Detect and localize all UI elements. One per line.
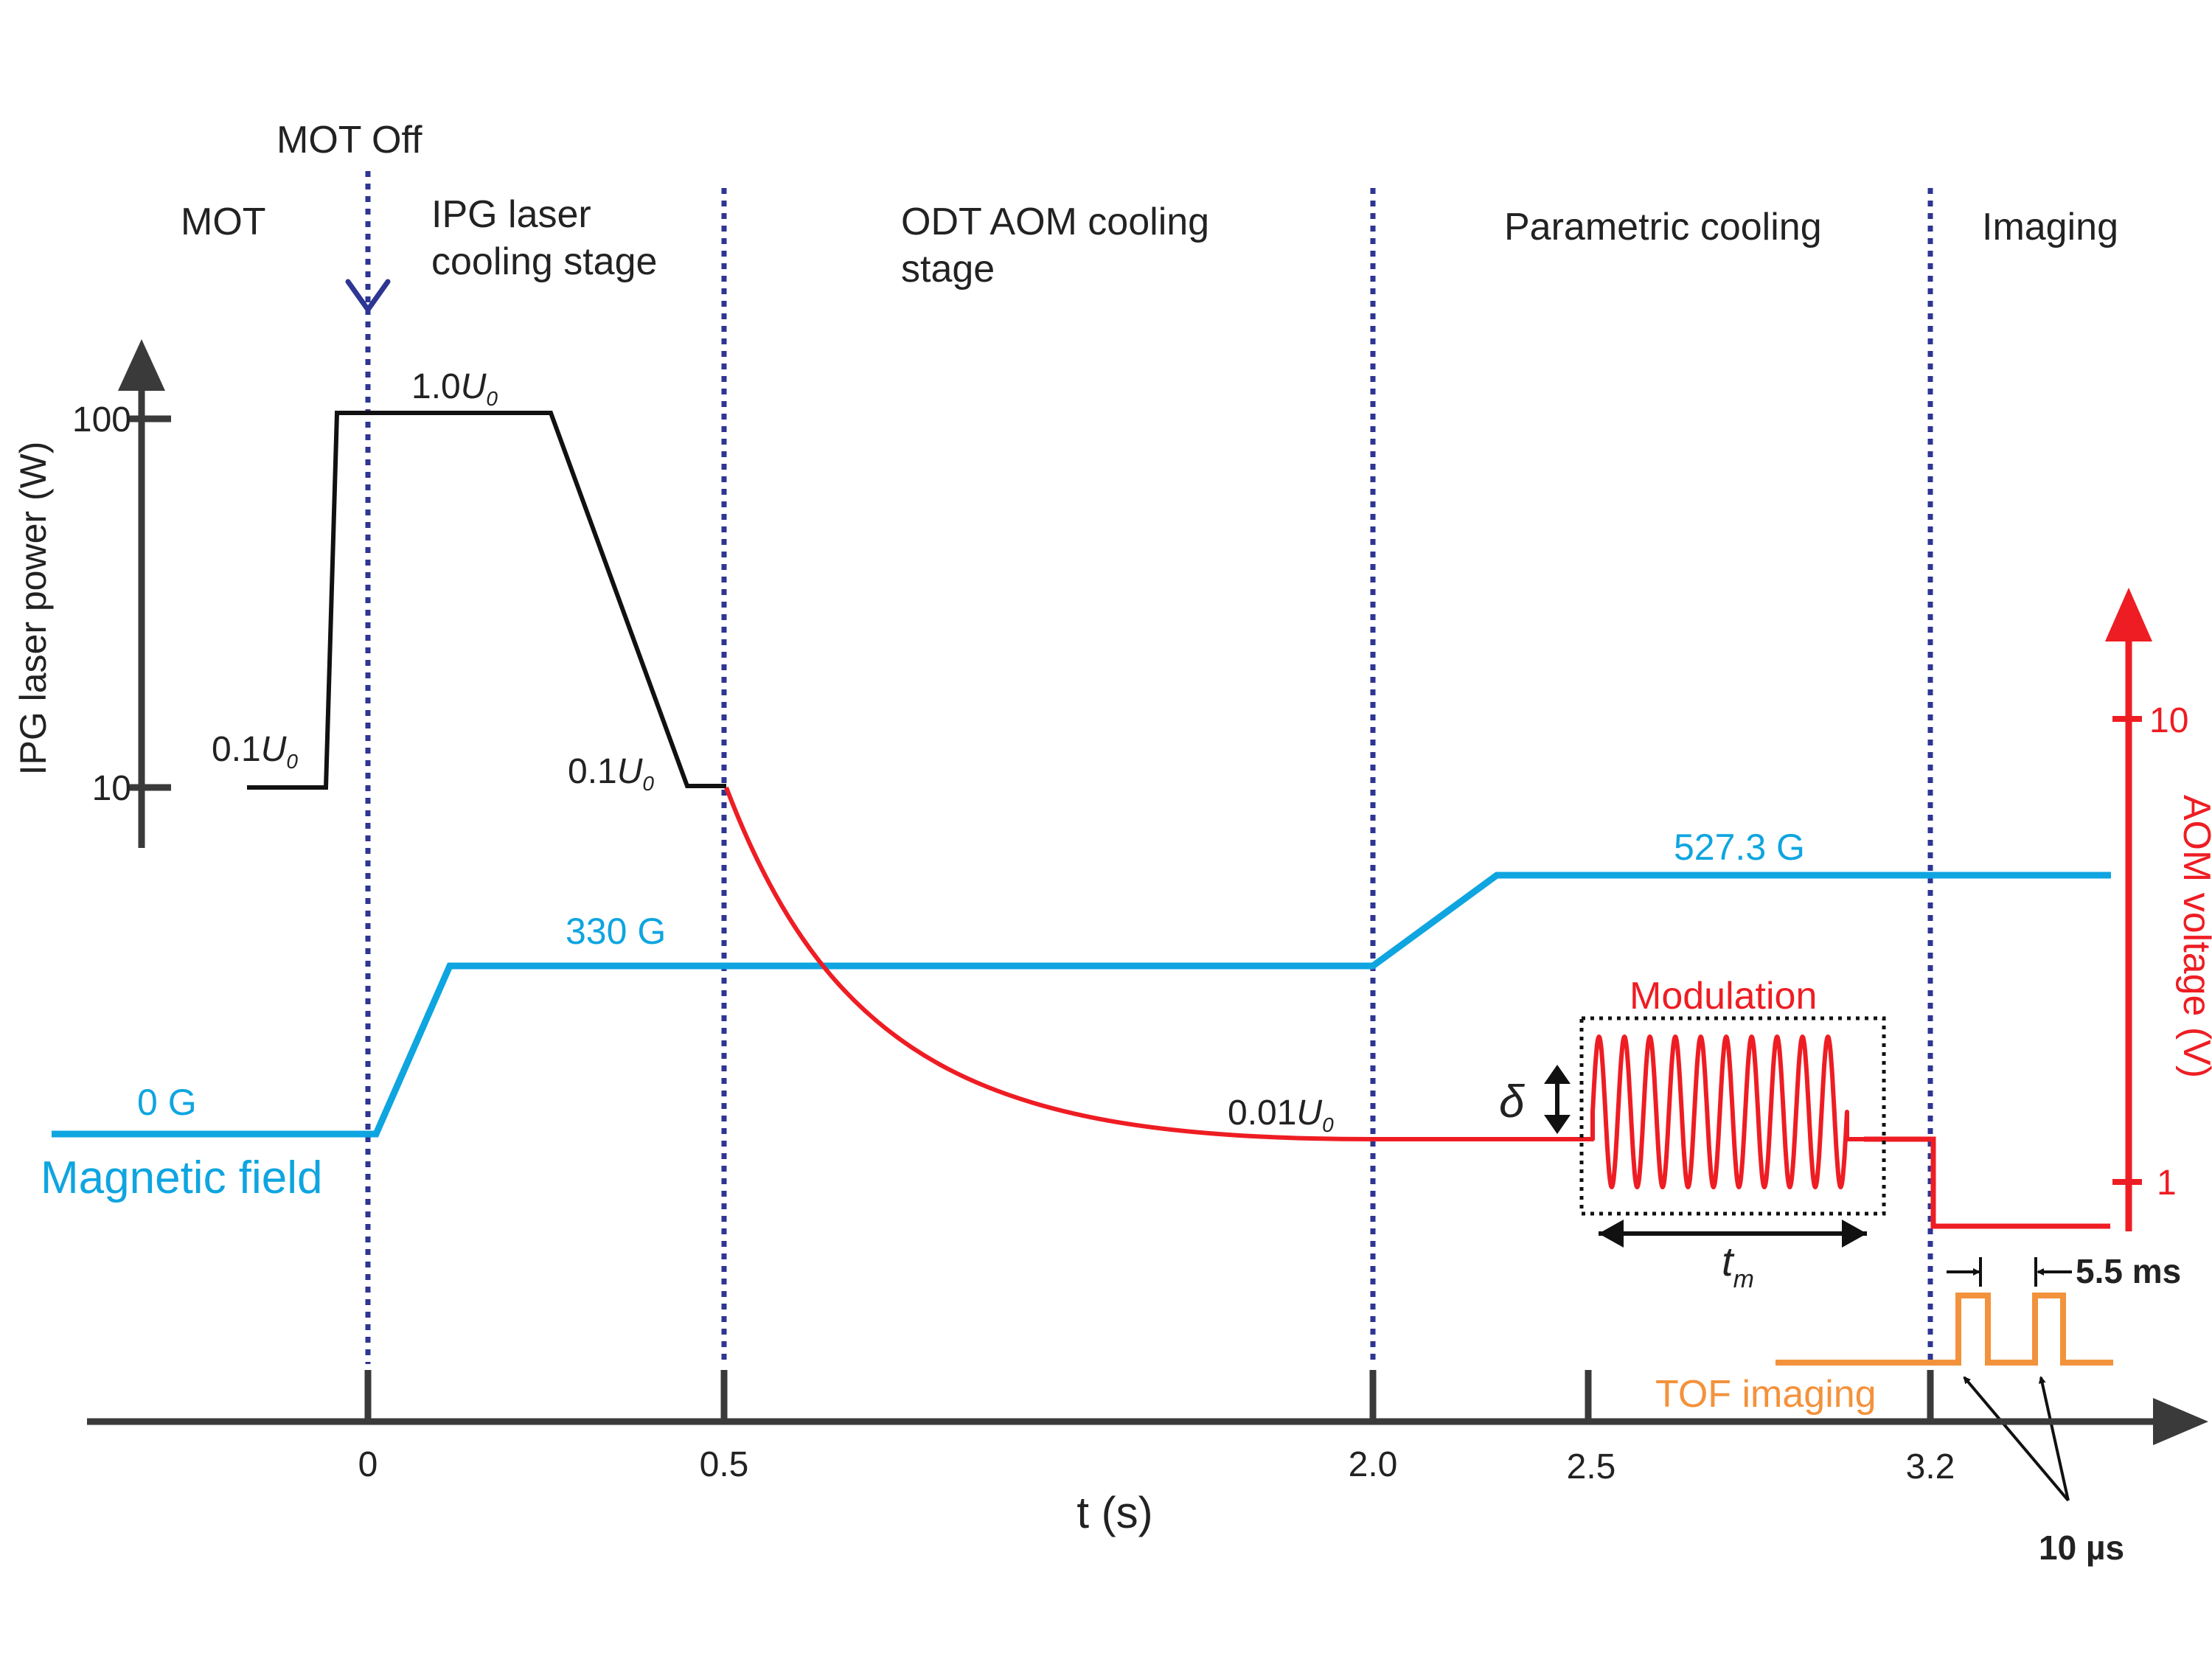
field-label-high: 527.3 G	[1674, 827, 1805, 868]
right-axis-arrow-icon	[2105, 588, 2152, 641]
laser-power-trace	[247, 411, 726, 790]
time-tick-label-0-5: 0.5	[700, 1445, 749, 1484]
stage-label-imaging: Imaging	[1982, 206, 2118, 248]
right-tick-label-1: 1	[2157, 1164, 2177, 1203]
right-tick-label-10: 10	[2149, 701, 2188, 740]
pulse-marker	[1963, 1376, 2070, 1502]
stage-label-ipg-line1: IPG laser	[431, 193, 591, 236]
delta-marker	[1544, 1065, 1571, 1134]
stage-dividers	[365, 171, 1933, 1364]
stage-label-odt-line1: ODT AOM cooling	[901, 201, 1209, 243]
tof-imaging-trace	[1775, 1293, 2113, 1366]
left-tick-label-10: 10	[92, 769, 131, 808]
gap-marker	[1947, 1257, 2072, 1287]
power-label-high: 1.0U0	[411, 367, 498, 410]
tof-imaging-label: TOF imaging	[1655, 1373, 1877, 1416]
time-axis-arrow-icon	[2153, 1398, 2208, 1445]
stage-label-ipg-line2: cooling stage	[431, 240, 657, 283]
time-axis-label: t (s)	[1077, 1488, 1152, 1537]
tm-label: tm	[1722, 1238, 1754, 1293]
time-tick-label-2-0: 2.0	[1349, 1445, 1398, 1484]
modulation-box	[1579, 1016, 1886, 1216]
left-axis-arrow-icon	[118, 339, 165, 391]
left-tick-label-100: 100	[72, 400, 131, 439]
right-axis-label: AOM voltage (V)	[2175, 795, 2212, 1078]
pulse-label: 10 µs	[2039, 1528, 2124, 1567]
power-label-final: 0.01U0	[1228, 1093, 1334, 1136]
aom-final-trace	[1864, 1136, 2110, 1229]
aom-decay-trace	[724, 786, 1578, 1141]
field-label-zero: 0 G	[137, 1082, 197, 1123]
field-label-mid: 330 G	[566, 911, 666, 952]
stage-label-parametric: Parametric cooling	[1504, 206, 1822, 248]
power-label-low-left: 0.1U0	[212, 730, 298, 773]
time-tick-label-0: 0	[358, 1445, 378, 1484]
gap-label: 5.5 ms	[2076, 1252, 2181, 1290]
time-tick-label-2-5: 2.5	[1567, 1447, 1616, 1486]
stage-label-odt-line2: stage	[901, 248, 995, 291]
tm-marker	[1599, 1220, 1867, 1248]
time-tick-label-3-2: 3.2	[1906, 1447, 1955, 1486]
magnetic-field-label: Magnetic field	[41, 1152, 323, 1203]
mot-off-arrow-icon	[345, 279, 391, 313]
delta-label: δ	[1499, 1077, 1525, 1127]
right-axis	[2105, 588, 2152, 1231]
modulation-trace	[1578, 1034, 1867, 1189]
left-axis	[118, 339, 171, 848]
mot-off-label: MOT Off	[276, 119, 422, 161]
power-label-low-right: 0.1U0	[568, 752, 654, 795]
modulation-label: Modulation	[1630, 975, 1817, 1018]
magnetic-field-trace	[52, 872, 2111, 1138]
time-axis	[87, 1370, 2208, 1445]
left-axis-label: IPG laser power (W)	[13, 442, 54, 776]
stage-label-mot: MOT	[181, 201, 266, 243]
